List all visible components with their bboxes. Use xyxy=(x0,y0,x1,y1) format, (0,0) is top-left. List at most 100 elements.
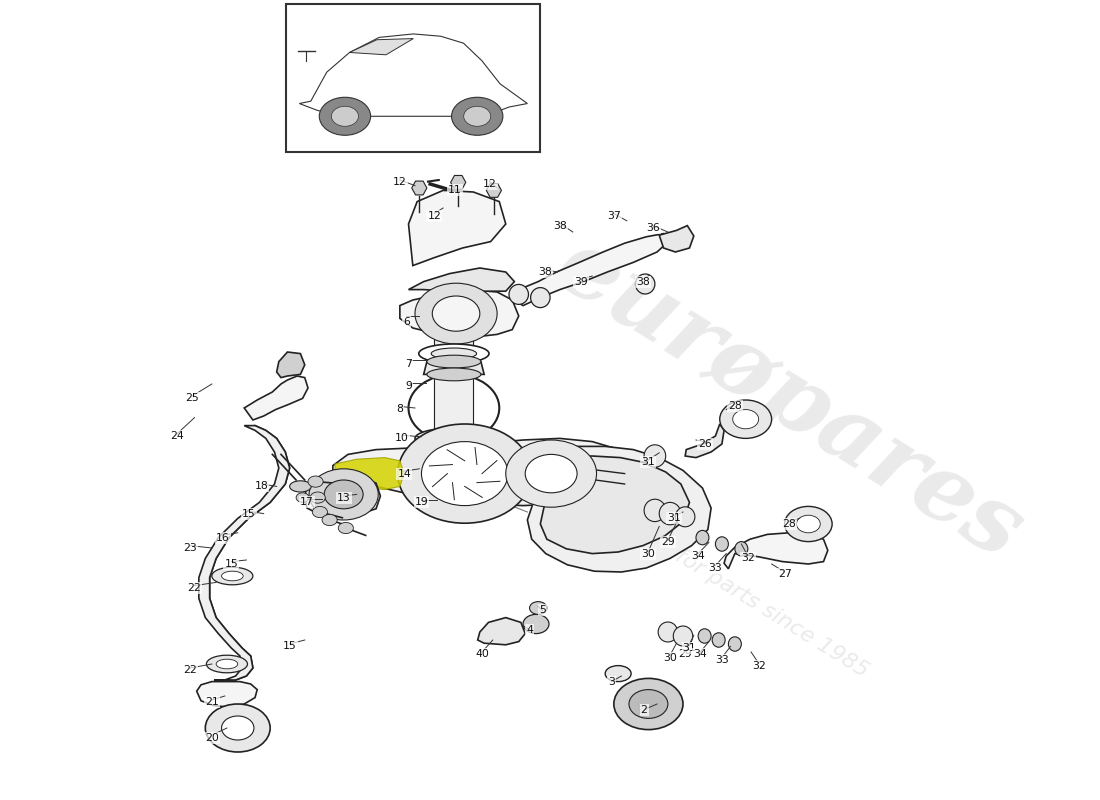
Text: 15: 15 xyxy=(242,509,255,518)
Text: 30: 30 xyxy=(641,549,656,558)
Text: eurøpares: eurøpares xyxy=(539,221,1038,579)
Text: 38: 38 xyxy=(636,277,650,286)
Circle shape xyxy=(331,106,359,126)
Circle shape xyxy=(310,492,326,503)
Polygon shape xyxy=(408,268,515,291)
Circle shape xyxy=(421,442,508,506)
Polygon shape xyxy=(244,376,308,420)
Text: 27: 27 xyxy=(778,570,792,579)
Ellipse shape xyxy=(645,445,665,467)
Polygon shape xyxy=(400,290,519,338)
Ellipse shape xyxy=(696,530,708,545)
Circle shape xyxy=(221,716,254,740)
Ellipse shape xyxy=(645,499,665,522)
Ellipse shape xyxy=(673,626,693,646)
Text: a passion for parts since 1985: a passion for parts since 1985 xyxy=(576,486,872,682)
Polygon shape xyxy=(197,682,257,707)
Ellipse shape xyxy=(289,481,311,492)
Ellipse shape xyxy=(735,542,748,556)
Text: 31: 31 xyxy=(668,514,681,523)
Ellipse shape xyxy=(207,655,248,673)
Polygon shape xyxy=(299,34,527,116)
Circle shape xyxy=(324,480,363,509)
Ellipse shape xyxy=(427,368,481,381)
Ellipse shape xyxy=(216,659,238,669)
Text: 15: 15 xyxy=(224,559,238,569)
Polygon shape xyxy=(434,336,473,456)
Text: 29: 29 xyxy=(661,538,674,547)
Polygon shape xyxy=(336,458,404,490)
Ellipse shape xyxy=(715,537,728,551)
Polygon shape xyxy=(685,424,724,458)
Circle shape xyxy=(312,506,328,518)
Text: 26: 26 xyxy=(697,439,712,449)
Text: 22: 22 xyxy=(188,583,201,593)
Circle shape xyxy=(296,493,309,502)
Text: 28: 28 xyxy=(782,519,795,529)
Polygon shape xyxy=(659,226,694,252)
Text: 34: 34 xyxy=(691,551,705,561)
Circle shape xyxy=(719,400,771,438)
Circle shape xyxy=(733,410,759,429)
Text: 16: 16 xyxy=(216,533,230,542)
Text: 2: 2 xyxy=(640,705,648,714)
Circle shape xyxy=(629,690,668,718)
Circle shape xyxy=(308,476,323,487)
Circle shape xyxy=(464,106,491,126)
Ellipse shape xyxy=(221,571,243,581)
Circle shape xyxy=(451,98,503,135)
Polygon shape xyxy=(451,175,465,190)
Text: 39: 39 xyxy=(574,277,589,286)
Circle shape xyxy=(432,296,480,331)
Text: 10: 10 xyxy=(395,433,409,442)
Text: 20: 20 xyxy=(205,733,219,742)
Text: 37: 37 xyxy=(607,211,620,221)
Text: 22: 22 xyxy=(184,666,197,675)
Bar xyxy=(286,4,540,152)
Ellipse shape xyxy=(698,629,711,643)
Ellipse shape xyxy=(431,348,476,359)
Polygon shape xyxy=(411,181,427,195)
Text: 24: 24 xyxy=(170,431,184,441)
Circle shape xyxy=(525,454,578,493)
Polygon shape xyxy=(408,190,506,266)
Text: 6: 6 xyxy=(403,317,410,326)
Polygon shape xyxy=(513,234,670,306)
Text: 11: 11 xyxy=(448,186,462,195)
Polygon shape xyxy=(277,352,305,378)
Text: 34: 34 xyxy=(693,650,707,659)
Ellipse shape xyxy=(659,502,681,525)
Text: 40: 40 xyxy=(475,650,488,659)
Ellipse shape xyxy=(415,428,493,449)
Text: 3: 3 xyxy=(608,677,615,686)
Text: 13: 13 xyxy=(337,493,351,502)
Text: 29: 29 xyxy=(679,650,692,659)
Ellipse shape xyxy=(509,284,528,304)
Text: 21: 21 xyxy=(205,698,219,707)
Ellipse shape xyxy=(212,567,253,585)
Ellipse shape xyxy=(636,274,654,294)
Circle shape xyxy=(796,515,821,533)
Text: 12: 12 xyxy=(483,179,496,189)
Text: 33: 33 xyxy=(715,655,729,665)
Polygon shape xyxy=(333,438,625,506)
Text: 7: 7 xyxy=(405,359,411,369)
Circle shape xyxy=(506,440,596,507)
Ellipse shape xyxy=(712,633,725,647)
Circle shape xyxy=(322,514,338,526)
Circle shape xyxy=(398,424,531,523)
Text: 32: 32 xyxy=(741,554,755,563)
Polygon shape xyxy=(540,456,690,554)
Circle shape xyxy=(614,678,683,730)
Text: 31: 31 xyxy=(641,458,656,467)
Text: 31: 31 xyxy=(683,643,696,653)
Ellipse shape xyxy=(419,344,490,363)
Polygon shape xyxy=(199,426,289,680)
Ellipse shape xyxy=(530,288,550,308)
Ellipse shape xyxy=(605,666,631,682)
Text: 4: 4 xyxy=(526,625,534,634)
Polygon shape xyxy=(424,362,484,374)
Circle shape xyxy=(309,469,378,520)
Text: 38: 38 xyxy=(553,221,566,230)
Polygon shape xyxy=(486,183,502,198)
